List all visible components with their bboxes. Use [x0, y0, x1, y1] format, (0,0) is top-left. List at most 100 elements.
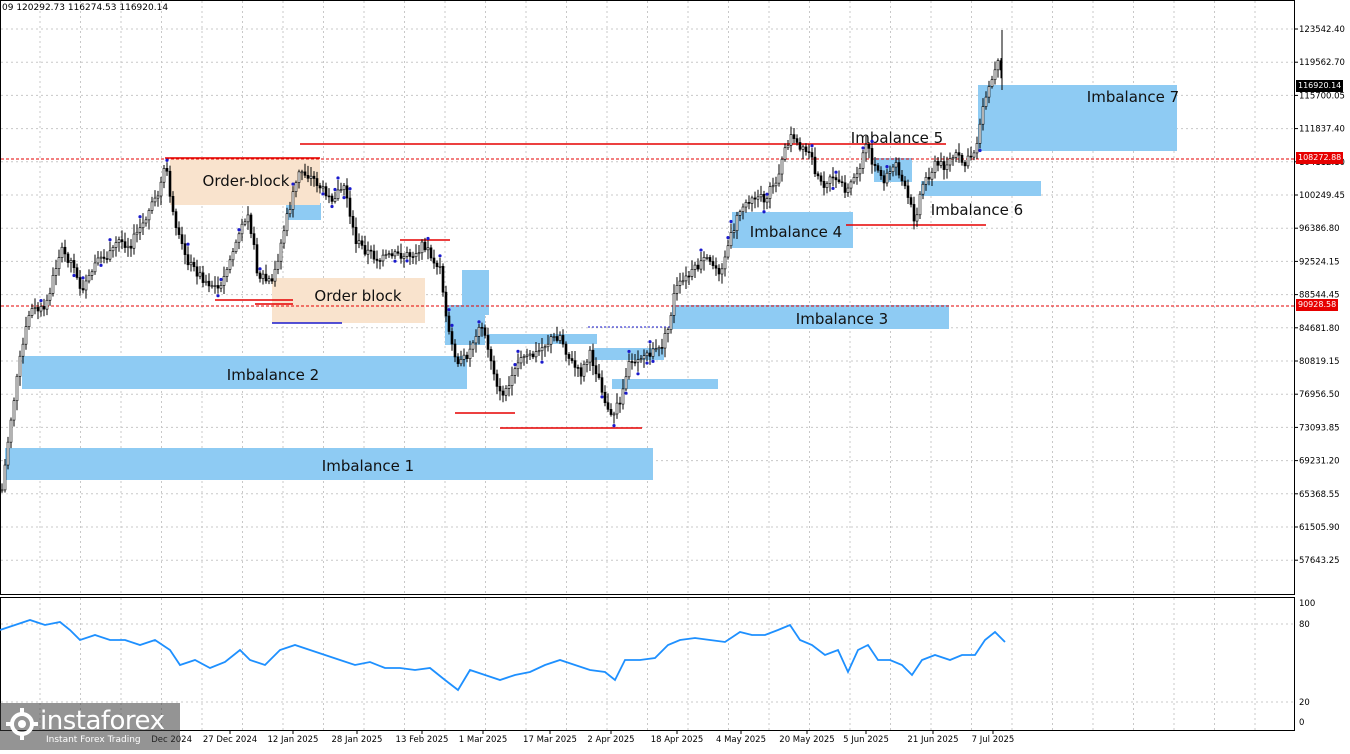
candle-body: [45, 299, 49, 310]
main-frame: [0, 0, 1295, 595]
candle-body: [642, 355, 646, 360]
time-axis-label: 20 May 2025: [779, 735, 834, 745]
candle-body: [492, 360, 496, 375]
zone-label: Order block: [314, 287, 402, 305]
candle-body: [291, 191, 295, 210]
candle-body: [564, 343, 568, 355]
fractal-marker: [81, 276, 85, 280]
candle-body: [450, 331, 454, 345]
candle-body: [300, 171, 304, 174]
indicator-frame: [0, 597, 1295, 731]
candle-body: [534, 351, 538, 358]
candle-body: [447, 315, 451, 332]
zone-label: Imbalance 3: [796, 310, 888, 328]
candle-body: [981, 106, 985, 125]
candle-body: [486, 335, 490, 350]
candle-body: [690, 269, 694, 277]
axes: 123542.40119562.70115700.05111837.401041…: [151, 25, 1345, 745]
fractal-marker: [516, 349, 520, 353]
time-axis-label: 28 Jan 2025: [332, 735, 383, 745]
zone-layer: Imbalance 1 Imbalance 2 Imbalance 3 Imbalan…: [5, 85, 1179, 480]
candle-body: [567, 354, 571, 359]
imbalance-zone: [921, 181, 1041, 196]
candle-body: [405, 252, 409, 257]
candle-body: [465, 354, 469, 360]
candle-body: [678, 280, 682, 286]
candle-body: [552, 336, 556, 338]
candle-body: [459, 359, 463, 365]
candle-body: [42, 306, 46, 310]
candle-body: [789, 134, 793, 146]
candle-body: [960, 154, 964, 163]
candle-body: [969, 155, 973, 158]
candle-body: [84, 280, 88, 291]
candle-body: [714, 265, 718, 269]
candle-body: [438, 266, 442, 268]
candle-body: [798, 142, 802, 150]
candle-body: [579, 367, 583, 377]
candle-body: [369, 249, 373, 252]
fractal-marker: [342, 196, 346, 200]
candle-body: [966, 155, 970, 167]
candle-body: [558, 335, 562, 341]
candle-body: [219, 285, 223, 289]
candle-body: [312, 175, 316, 179]
fractal-marker: [99, 263, 103, 267]
candle-body: [327, 195, 331, 198]
candle-body: [630, 361, 634, 363]
candle-body: [474, 336, 478, 344]
candle-body: [387, 253, 391, 255]
candle-body: [573, 360, 577, 368]
candle-body: [174, 211, 178, 228]
candle-body: [255, 244, 259, 274]
price-axis-label: 69231.20: [1299, 457, 1340, 467]
candle-body: [528, 353, 532, 356]
fractal-marker: [72, 273, 76, 278]
candle-body: [639, 358, 643, 361]
candle-body: [903, 180, 907, 187]
fractal-marker: [861, 146, 865, 150]
candle-body: [990, 79, 994, 87]
candle-body: [468, 348, 472, 360]
candle-body: [735, 215, 739, 231]
candle-body: [531, 353, 535, 358]
candle-body: [876, 165, 880, 171]
price-axis-label: 96386.80: [1299, 224, 1340, 234]
fractal-marker: [612, 424, 616, 428]
candle-body: [63, 246, 67, 255]
fractal-marker: [726, 236, 730, 240]
ohlc-readout: 09 120292.73 116274.53 116920.14: [2, 3, 169, 13]
fractal-marker: [108, 238, 112, 242]
candle-body: [240, 223, 244, 235]
candle-body: [759, 193, 763, 198]
fractal-marker: [330, 204, 334, 209]
imbalance-zone: [672, 305, 949, 329]
candle-body: [198, 272, 202, 277]
candle-body: [303, 171, 307, 176]
candle-body: [306, 175, 310, 179]
candle-body: [501, 390, 505, 396]
candle-body: [606, 402, 610, 410]
candle-body: [918, 193, 922, 216]
candle-body: [216, 285, 220, 289]
candle-body: [54, 268, 58, 276]
candle-body: [204, 280, 208, 283]
candle-body: [537, 350, 541, 353]
candle-body: [354, 226, 358, 245]
candle-body: [555, 336, 559, 341]
candle-body: [336, 189, 340, 199]
candle-body: [345, 185, 349, 199]
candle-body: [99, 256, 103, 259]
candle-body: [621, 388, 625, 405]
candle-body: [843, 182, 847, 193]
candle-body: [384, 254, 388, 256]
candle-body: [720, 268, 724, 275]
fractal-marker: [258, 267, 262, 271]
candle-body: [906, 185, 910, 198]
candle-body: [351, 216, 355, 228]
candle-body: [900, 174, 904, 182]
candle-body: [819, 175, 823, 182]
candle-body: [117, 239, 121, 243]
fractal-marker: [438, 254, 442, 258]
zone-label: Imbalance 4: [750, 223, 842, 241]
